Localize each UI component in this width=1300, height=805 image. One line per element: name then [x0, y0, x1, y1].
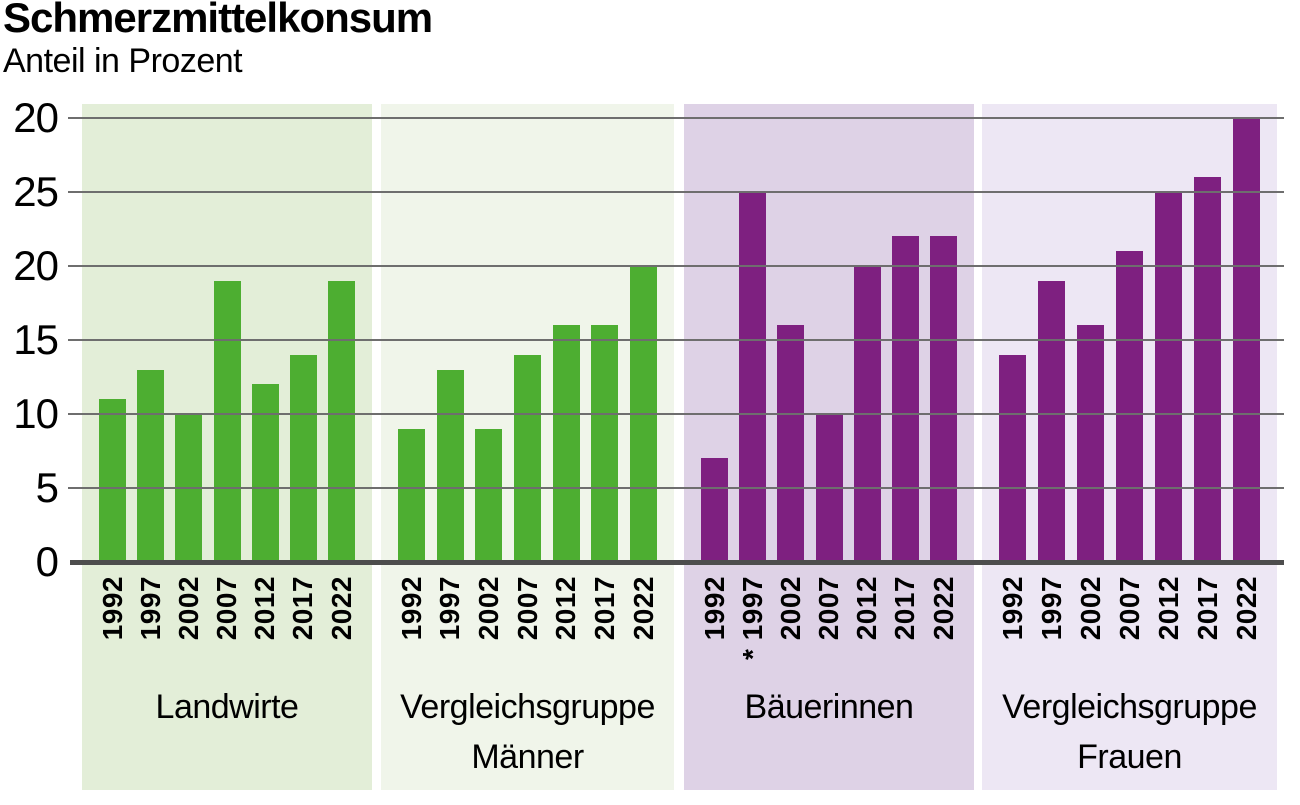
y-tick-label: 20 [13, 242, 59, 289]
year-label: 2022 [325, 576, 357, 641]
bar-landwirte-1997 [137, 369, 165, 562]
bar-vergleichsgruppe-m-nner-2012 [552, 325, 580, 562]
bar-vergleichsgruppe-m-nner-2017 [591, 325, 619, 562]
bar-vergleichsgruppe-m-nner-1997 [436, 369, 464, 562]
y-tick-label: 25 [13, 168, 59, 215]
group-label-line: Bäuerinnen [744, 688, 914, 726]
year-label: 2002 [1074, 576, 1106, 641]
bar-b-uerinnen-2017 [891, 236, 919, 562]
x-axis-line [70, 560, 1284, 565]
bar-vergleichsgruppe-frauen-2002 [1077, 325, 1104, 562]
group-label: Vergleichsgruppe Männer [381, 682, 674, 782]
year-label: 1992 [96, 576, 128, 641]
group-label-line: Männer [471, 738, 584, 776]
year-label: 1997 [134, 576, 166, 641]
bar-landwirte-2007 [213, 280, 241, 562]
bar-vergleichsgruppe-frauen-2007 [1116, 251, 1143, 562]
bar-b-uerinnen-1997 [739, 192, 767, 562]
chart-title: Schmerzmittelkonsum [3, 0, 433, 41]
y-tick-label: 15 [13, 316, 59, 363]
group-label-line: Vergleichsgruppe [1002, 688, 1257, 726]
bar-landwirte-2017 [289, 354, 317, 562]
year-label: 2002 [172, 576, 204, 641]
bar-vergleichsgruppe-m-nner-2002 [475, 428, 503, 562]
y-tick-label: 10 [13, 390, 59, 437]
bar-b-uerinnen-2022 [930, 236, 957, 562]
year-label: 1997 [1035, 576, 1067, 641]
year-label: 2007 [813, 576, 844, 641]
year-label: 2002 [774, 576, 806, 641]
y-tick-label: 0 [35, 538, 59, 585]
gridline-5 [68, 487, 1284, 489]
bar-vergleichsgruppe-m-nner-2007 [514, 354, 541, 562]
bar-vergleichsgruppe-frauen-1992 [999, 354, 1026, 562]
bar-vergleichsgruppe-frauen-2017 [1194, 177, 1221, 562]
year-label: * 1997 [736, 576, 768, 660]
bar-landwirte-2012 [251, 384, 279, 562]
year-label: 2022 [927, 576, 959, 641]
y-tick-label: 20 [13, 94, 59, 141]
group-label-line: Frauen [1077, 738, 1182, 776]
year-label: 2007 [511, 576, 543, 641]
gridline-15 [68, 339, 1284, 341]
gridline-10 [68, 413, 1284, 415]
group-label: Vergleichsgruppe Frauen [982, 682, 1277, 782]
year-label: 2022 [1230, 576, 1262, 641]
chart-subtitle: Anteil in Prozent [3, 42, 243, 80]
gridline-20 [68, 265, 1284, 267]
bar-vergleichsgruppe-m-nner-1992 [398, 428, 425, 562]
group-label: Landwirte [82, 682, 372, 732]
bar-vergleichsgruppe-frauen-1997 [1038, 280, 1065, 562]
year-label: 2007 [211, 576, 242, 641]
gridline-20 [68, 117, 1284, 119]
y-tick-label: 5 [35, 464, 59, 511]
year-label: 2012 [1152, 576, 1184, 641]
year-label: 2002 [472, 576, 504, 641]
year-label: 2017 [588, 576, 620, 641]
bar-b-uerinnen-1992 [701, 458, 728, 562]
year-label: 2022 [627, 576, 659, 641]
year-label: 2012 [249, 576, 281, 641]
year-label: 2012 [851, 576, 883, 641]
bar-landwirte-1992 [99, 399, 126, 562]
group-label-line: Landwirte [155, 688, 299, 726]
year-label: 2007 [1113, 576, 1145, 641]
year-label: 2017 [889, 576, 921, 641]
year-label: 1997 [434, 576, 466, 641]
year-label: 1992 [996, 576, 1028, 641]
group-label: Bäuerinnen [684, 682, 974, 732]
bar-vergleichsgruppe-frauen-2012 [1155, 192, 1182, 562]
year-label: 2017 [287, 576, 319, 641]
year-label: 1992 [395, 576, 427, 641]
year-label: 2012 [550, 576, 582, 641]
year-label: 1992 [698, 576, 730, 641]
bar-b-uerinnen-2002 [777, 325, 805, 562]
group-label-line: Vergleichsgruppe [400, 688, 655, 726]
bar-landwirte-2022 [328, 280, 355, 562]
year-label: 2017 [1191, 576, 1223, 641]
gridline-25 [68, 191, 1284, 193]
